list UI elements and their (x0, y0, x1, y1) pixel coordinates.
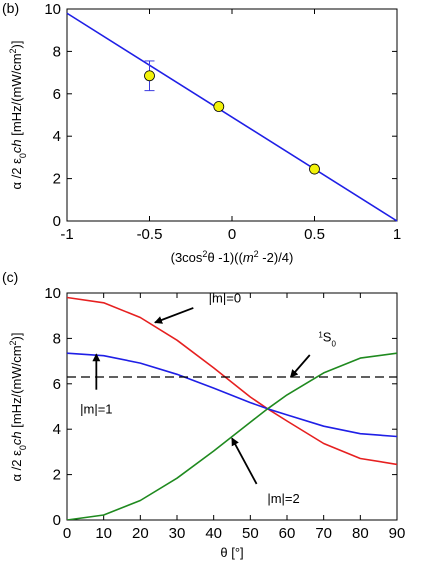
y-tick-label: 2 (53, 467, 61, 484)
x-tick-label: 80 (352, 525, 369, 542)
x-tick-label: 20 (132, 525, 149, 542)
annotation-arrow (231, 437, 258, 485)
x-tick-label: 10 (95, 525, 112, 542)
series-line-m2 (67, 352, 397, 520)
panel-label: (b) (2, 0, 19, 16)
y-tick-label: 4 (53, 421, 61, 438)
panel-c: 0 10 20 30 40 50 60 70 80 90 0 2 4 6 8 10 (c) θ [°] α /2 ε… (2, 269, 405, 560)
y-tick-label: 6 (53, 376, 61, 393)
annotation-arrow (154, 307, 194, 324)
annotation-label: |m|=2 (267, 491, 299, 506)
x-tick-label: 0 (228, 226, 236, 243)
x-tick-label: 60 (279, 525, 296, 542)
y-tick-label: 6 (53, 86, 61, 103)
x-tick-label: 70 (315, 525, 332, 542)
x-tick-label: 50 (242, 525, 259, 542)
y-axis-label: α /2 ε0ch [mHz/(mW/cm2)] (8, 40, 28, 189)
x-tick-label: 1 (393, 226, 401, 243)
x-tick-label: 30 (169, 525, 186, 542)
y-axis-label: α /2 ε0ch [mHz/(mW/cm2)] (8, 332, 28, 481)
data-point (213, 101, 225, 112)
data-point (144, 70, 155, 82)
annotation-label: |m|=1 (80, 402, 112, 417)
data-point (309, 163, 320, 175)
panel-label: (c) (2, 269, 18, 285)
x-tick-label: 40 (205, 525, 222, 542)
y-tick-label: 0 (53, 512, 61, 529)
y-tick-label: 0 (53, 213, 61, 230)
x-tick-label: 0 (63, 525, 71, 542)
annotation-arrow (289, 354, 311, 378)
series-line-m0 (67, 296, 397, 466)
x-tick-label: -0.5 (137, 226, 163, 243)
plot-frame (66, 292, 398, 521)
x-axis-label: (3cos2θ -1)((m2 -2)/4) (171, 249, 294, 265)
fit-line (66, 12, 398, 222)
y-tick-label: 4 (53, 128, 61, 145)
y-tick-label: 10 (44, 1, 61, 18)
annotation-label: 1S0 (318, 329, 336, 348)
x-tick-label: -1 (60, 226, 73, 243)
y-tick-label: 8 (53, 330, 61, 347)
x-tick-label: 90 (389, 525, 406, 542)
y-tick-label: 10 (44, 285, 61, 302)
series-line-m1 (67, 352, 397, 438)
x-axis-label: θ [°] (220, 545, 243, 560)
y-tick-label: 2 (53, 171, 61, 188)
annotation-label: |m|=0 (209, 290, 241, 305)
x-tick-label: 0.5 (304, 226, 325, 243)
y-tick-label: 8 (53, 43, 61, 60)
